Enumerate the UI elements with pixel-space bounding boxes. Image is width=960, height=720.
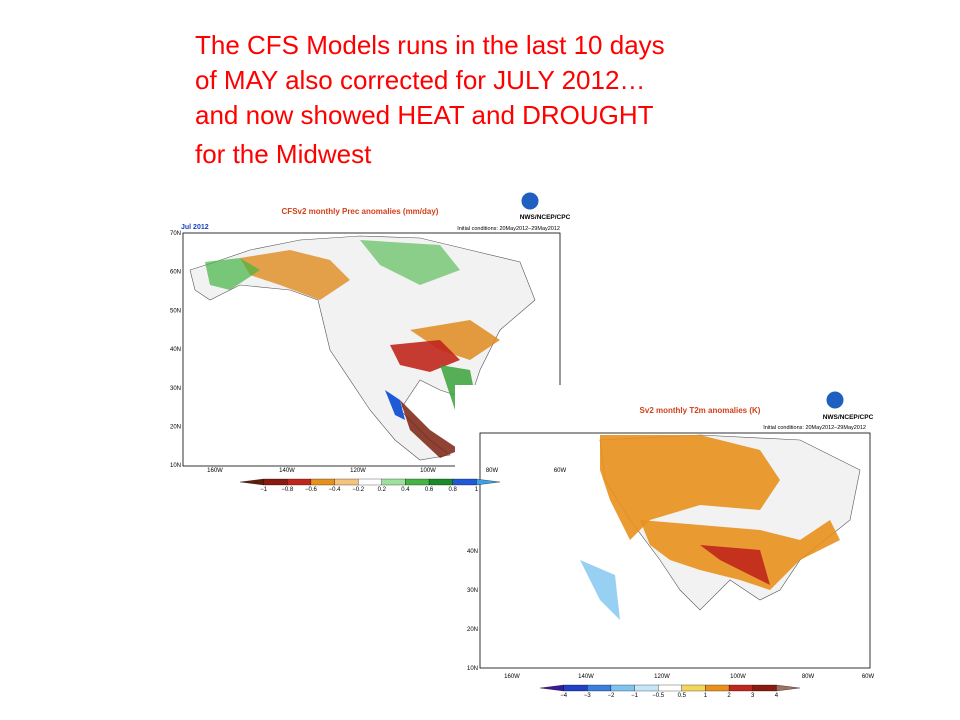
lon-label: 140W xyxy=(578,674,594,680)
colorbar-cell xyxy=(658,684,682,692)
initial-conditions: Initial conditions: 20May2012–29May2012 xyxy=(457,226,560,232)
lat-label: 40N xyxy=(170,347,181,353)
colorbar-label: 1 xyxy=(704,693,708,699)
colorbar-label: −0.8 xyxy=(281,487,294,493)
anomaly-patch xyxy=(400,400,460,458)
map-title: Sv2 monthly T2m anomalies (K) xyxy=(640,406,761,415)
colorbar-cell xyxy=(752,684,777,692)
lat-label: 50N xyxy=(170,308,181,314)
lat-label: 10N xyxy=(467,666,478,672)
colorbar-label: −1 xyxy=(631,693,639,699)
colorbar-label: 3 xyxy=(751,693,755,699)
land xyxy=(189,235,536,461)
colorbar-cell xyxy=(452,478,477,486)
lat-label: 60N xyxy=(170,270,181,276)
anomaly-patch xyxy=(360,240,460,285)
lon-label: 160W xyxy=(504,674,520,680)
colorbar-cell xyxy=(381,478,406,486)
lat-label: 70N xyxy=(170,231,181,237)
title-line: and now showed HEAT and DROUGHT xyxy=(195,100,654,130)
colorbar-cell xyxy=(728,684,753,692)
lon-label: 140W xyxy=(279,468,295,474)
lon-label: 100W xyxy=(420,468,436,474)
colorbar-label: −1 xyxy=(260,487,268,493)
noaa-logo xyxy=(520,191,540,211)
colorbar-label: 0.2 xyxy=(378,487,387,493)
colorbar-label: 2 xyxy=(727,693,731,699)
lon-label: 120W xyxy=(654,674,670,680)
colorbar-label: 1 xyxy=(475,487,479,493)
lon-label: 80W xyxy=(802,674,815,680)
colorbar-label: 4 xyxy=(775,693,779,699)
colorbar-cell xyxy=(428,478,453,486)
colorbar-cell xyxy=(287,478,312,486)
colorbar-label: 0.8 xyxy=(449,487,458,493)
initial-conditions: Initial conditions: 20May2012–29May2012 xyxy=(763,425,866,431)
colorbar-label: −0.5 xyxy=(652,693,665,699)
precip-map xyxy=(166,191,564,494)
colorbar-label: −3 xyxy=(584,693,592,699)
lat-label: 30N xyxy=(170,386,181,392)
agency: NWS/NCEP/CPC xyxy=(520,214,571,221)
colorbar-cell xyxy=(310,478,335,486)
colorbar-cell xyxy=(563,684,588,692)
map-title: CFSv2 monthly Prec anomalies (mm/day) xyxy=(282,207,439,216)
lon-label: 120W xyxy=(350,468,366,474)
anomaly-patch xyxy=(700,545,770,585)
anomaly-patch xyxy=(205,258,260,290)
colorbar-cell xyxy=(634,684,659,692)
title-line: The CFS Models runs in the last 10 days xyxy=(195,30,665,60)
colorbar-label: −2 xyxy=(607,693,615,699)
lon-label: 100W xyxy=(730,674,746,680)
lon-label: 60W xyxy=(554,468,567,474)
colorbar-label: 0.6 xyxy=(425,487,434,493)
colorbar-label: −0.4 xyxy=(329,487,342,493)
lon-label: 80W xyxy=(486,468,499,474)
colorbar-label: −4 xyxy=(560,693,568,699)
colorbar-cell xyxy=(334,478,359,486)
lon-label: 160W xyxy=(207,468,223,474)
colorbar-label: 0.4 xyxy=(401,487,410,493)
agency: NWS/NCEP/CPC xyxy=(823,414,874,421)
colorbar-cell xyxy=(263,478,288,486)
lat-label: 40N xyxy=(467,549,478,555)
map-period: Jul 2012 xyxy=(181,224,209,231)
anomaly-patch xyxy=(410,320,500,360)
anomaly-patch xyxy=(600,435,780,540)
colorbar-cell xyxy=(587,684,612,692)
colorbar-label: −0.2 xyxy=(352,487,365,493)
colorbar-label: 0.5 xyxy=(678,693,687,699)
lat-label: 30N xyxy=(467,588,478,594)
title-line: of MAY also corrected for JULY 2012… xyxy=(195,65,645,95)
noaa-logo xyxy=(825,390,845,410)
colorbar-cell xyxy=(681,684,706,692)
lon-label: 60W xyxy=(862,674,875,680)
colorbar-label: −0.6 xyxy=(305,487,318,493)
anomaly-patch xyxy=(240,250,350,300)
lat-label: 10N xyxy=(170,463,181,469)
anomaly-patch xyxy=(385,390,405,420)
lat-label: 20N xyxy=(467,627,478,633)
temperature-map xyxy=(455,385,880,703)
colorbar-cell xyxy=(705,684,730,692)
colorbar-cell xyxy=(358,478,382,486)
colorbar-cell xyxy=(610,684,635,692)
colorbar-end xyxy=(476,478,501,486)
anomaly-patch xyxy=(390,340,460,372)
colorbar-end xyxy=(776,684,801,692)
colorbar-cell xyxy=(405,478,430,486)
title-line: for the Midwest xyxy=(195,139,372,169)
lat-label: 20N xyxy=(170,425,181,431)
anomaly-patch xyxy=(580,560,620,620)
